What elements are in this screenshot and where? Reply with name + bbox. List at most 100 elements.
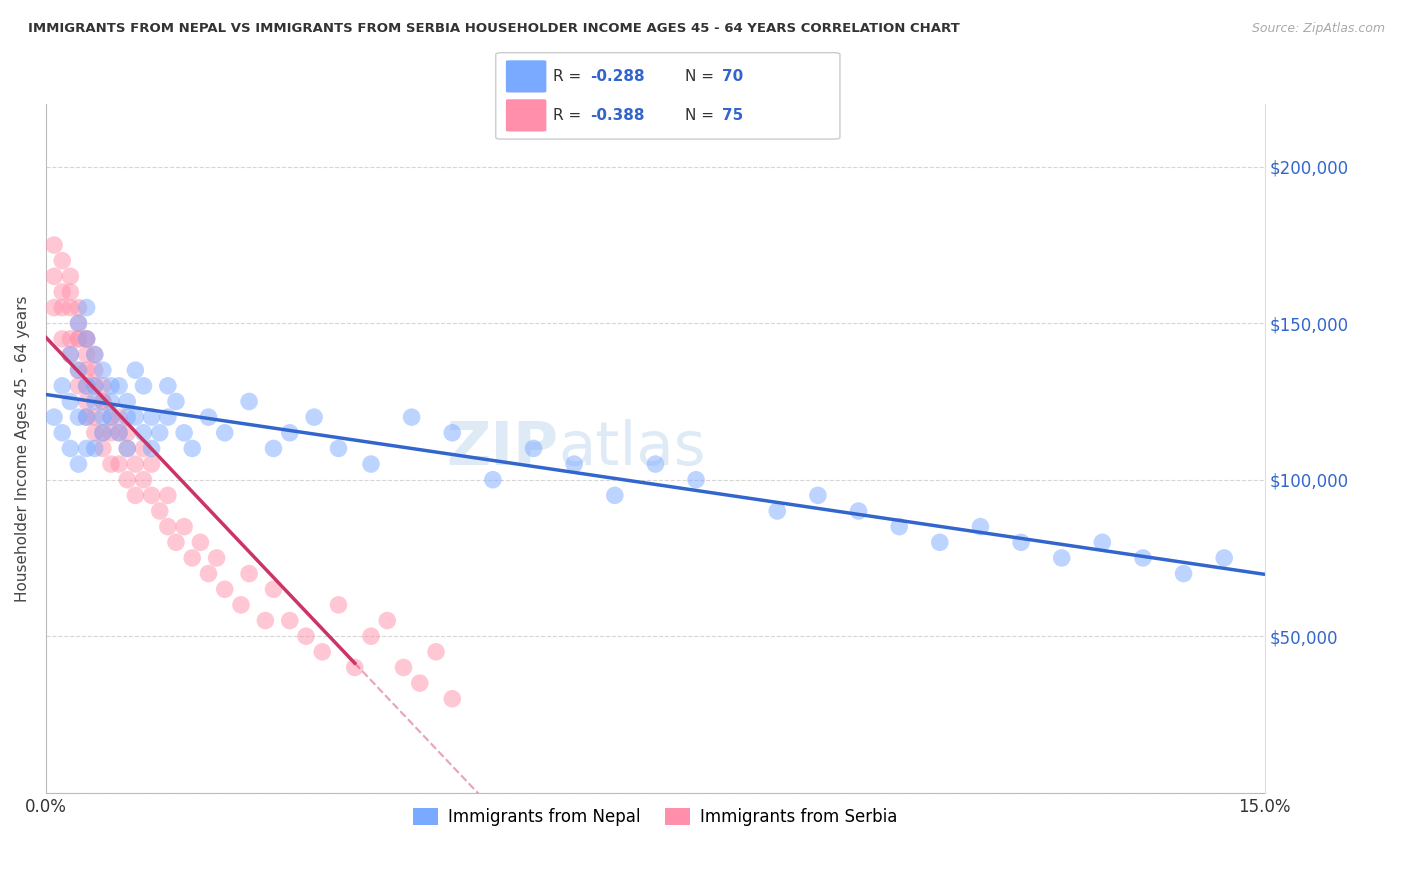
Point (343, 660, 366, 674)
Point (59, 394, 82, 409)
Point (132, 379, 155, 393)
Point (76, 442, 98, 456)
FancyBboxPatch shape (496, 53, 839, 139)
Point (181, 551, 204, 566)
Point (100, 410, 122, 425)
Point (67, 363, 90, 377)
Point (76, 347, 98, 361)
Point (91, 394, 114, 409)
Point (83, 379, 105, 393)
Point (205, 551, 228, 566)
Point (1010, 535, 1032, 549)
Point (51, 425, 73, 440)
Point (115, 425, 138, 440)
Point (91, 425, 114, 440)
Point (59, 301, 82, 315)
Point (91, 363, 114, 377)
Point (51, 379, 73, 393)
Point (197, 410, 219, 425)
Point (100, 394, 122, 409)
Point (67, 363, 90, 377)
Point (409, 676, 432, 690)
Point (76, 332, 98, 346)
Point (425, 645, 447, 659)
Point (141, 457, 163, 471)
Point (1132, 551, 1154, 566)
Point (83, 347, 105, 361)
Point (149, 425, 172, 440)
Point (67, 332, 90, 346)
Point (156, 379, 179, 393)
Point (100, 457, 122, 471)
Point (100, 379, 122, 393)
Point (83, 363, 105, 377)
Point (401, 410, 423, 425)
Point (76, 301, 98, 315)
Point (67, 457, 90, 471)
Point (59, 332, 82, 346)
Point (76, 394, 98, 409)
Point (375, 614, 398, 628)
Point (76, 332, 98, 346)
Point (562, 457, 585, 471)
Point (100, 425, 122, 440)
Point (1050, 551, 1073, 566)
Point (263, 582, 285, 597)
Point (482, 473, 505, 487)
Point (1091, 535, 1114, 549)
Point (214, 425, 236, 440)
Point (141, 442, 163, 456)
Point (173, 425, 195, 440)
Y-axis label: Householder Income Ages 45 - 64 years: Householder Income Ages 45 - 64 years (15, 295, 30, 602)
Point (644, 457, 666, 471)
Point (115, 442, 138, 456)
Point (124, 410, 146, 425)
Point (848, 504, 870, 518)
Point (165, 535, 187, 549)
Point (51, 253, 73, 268)
Text: N =: N = (685, 108, 718, 123)
Point (67, 301, 90, 315)
Point (115, 410, 138, 425)
Point (441, 425, 464, 440)
Point (441, 691, 464, 706)
Point (83, 442, 105, 456)
Point (42, 301, 65, 315)
Point (59, 347, 82, 361)
Point (278, 425, 301, 440)
Point (165, 394, 187, 409)
Point (1173, 566, 1195, 581)
Point (100, 410, 122, 425)
Point (91, 410, 114, 425)
Point (124, 488, 146, 502)
Text: 70: 70 (721, 69, 744, 84)
Point (807, 488, 830, 502)
Point (91, 425, 114, 440)
Point (59, 269, 82, 284)
Point (91, 442, 114, 456)
Point (108, 457, 131, 471)
Point (59, 442, 82, 456)
Point (76, 379, 98, 393)
Text: N =: N = (685, 69, 718, 84)
Point (173, 519, 195, 533)
Point (108, 379, 131, 393)
Point (67, 332, 90, 346)
FancyBboxPatch shape (506, 61, 547, 93)
Point (969, 519, 991, 533)
Point (328, 598, 350, 612)
Text: R =: R = (553, 108, 586, 123)
Point (108, 410, 131, 425)
Point (42, 410, 65, 425)
Point (59, 347, 82, 361)
Point (928, 535, 950, 549)
Point (156, 410, 179, 425)
Point (181, 442, 204, 456)
Text: Source: ZipAtlas.com: Source: ZipAtlas.com (1251, 22, 1385, 36)
Text: -0.388: -0.388 (591, 108, 645, 123)
Point (522, 442, 544, 456)
Point (603, 488, 626, 502)
Point (254, 614, 277, 628)
Point (766, 504, 789, 518)
Point (302, 410, 325, 425)
